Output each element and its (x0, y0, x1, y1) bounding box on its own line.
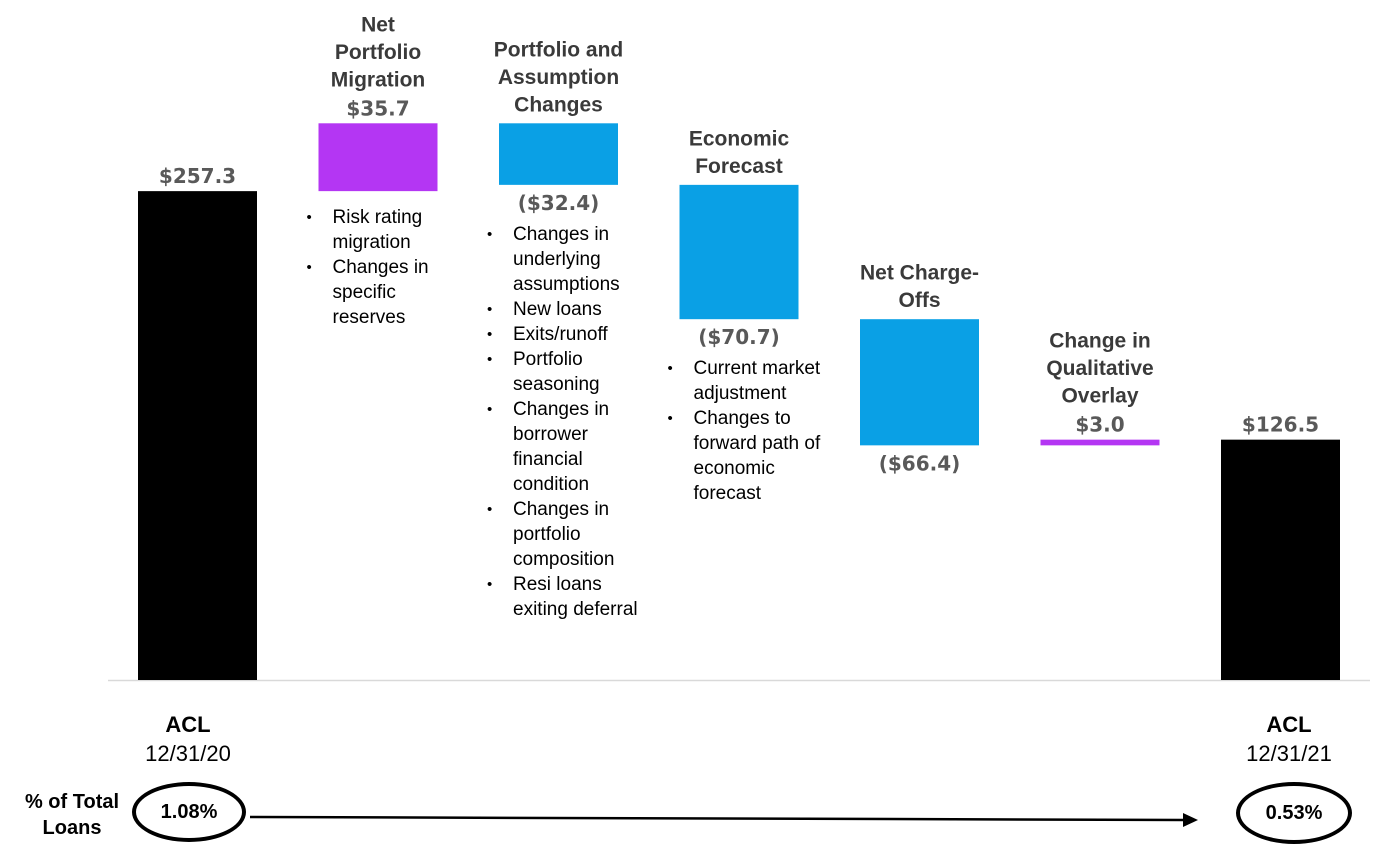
value-label-acl_start: $257.3 (159, 164, 236, 188)
bar-overlay (1040, 439, 1160, 446)
value-label-forecast: ($70.7) (698, 325, 780, 349)
bar-forecast (679, 184, 799, 320)
bullet-item: Changes in portfolio composition (485, 497, 644, 572)
bullet-item: New loans (485, 297, 644, 322)
bullet-item: Changes in specific reserves (305, 255, 464, 330)
pct-of-total-loans-label: % of Total Loans (24, 791, 120, 839)
category-title-chargeoffs: Net Charge-Offs (860, 262, 979, 313)
pct-end-circle: 0.53% (1236, 782, 1352, 844)
bullet-item: Changes to forward path of economic fore… (666, 406, 825, 506)
category-title-forecast: Economic Forecast (689, 127, 790, 178)
bullet-item: Portfolio seasoning (485, 347, 644, 397)
value-label-overlay: $3.0 (1075, 413, 1124, 437)
value-label-chargeoffs: ($66.4) (879, 451, 961, 475)
bar-assumption (499, 123, 618, 185)
category-title-overlay: Change in Qualitative Overlay (1046, 330, 1153, 408)
bullet-item: Risk rating migration (305, 205, 464, 255)
bullet-item: Exits/runoff (485, 322, 644, 347)
axis-end-date: 12/31/21 (1246, 741, 1332, 766)
bar-chargeoffs (860, 319, 979, 446)
axis-label-start: ACL 12/31/20 (118, 711, 258, 769)
bar-migration (318, 123, 438, 192)
axis-start-title: ACL (165, 712, 211, 737)
bullet-list-forecast: Current market adjustmentChanges to forw… (666, 356, 825, 506)
bar-acl_start (138, 191, 257, 680)
axis-start-date: 12/31/20 (145, 741, 231, 766)
bullet-item: Changes in underlying assumptions (485, 222, 644, 297)
axis-end-title: ACL (1266, 712, 1312, 737)
bullet-item: Resi loans exiting deferral (485, 572, 644, 622)
value-label-assumption: ($32.4) (518, 191, 600, 215)
pct-start-circle: 1.08% (132, 782, 246, 842)
axis-label-end: ACL 12/31/21 (1219, 711, 1359, 769)
bullet-list-assumption: Changes in underlying assumptionsNew loa… (485, 222, 644, 622)
bullet-item: Changes in borrower financial condition (485, 397, 644, 497)
value-label-acl_end: $126.5 (1242, 413, 1319, 437)
bullet-list-migration: Risk rating migrationChanges in specific… (305, 205, 464, 330)
category-title-assumption: Portfolio and Assumption Changes (494, 38, 624, 116)
value-label-migration: $35.7 (346, 96, 409, 120)
category-title-migration: Net Portfolio Migration (331, 13, 426, 91)
bar-acl_end (1221, 439, 1340, 680)
bullet-item: Current market adjustment (666, 356, 825, 406)
trend-arrow-line (249, 815, 1185, 822)
trend-arrow-head (1183, 813, 1198, 827)
